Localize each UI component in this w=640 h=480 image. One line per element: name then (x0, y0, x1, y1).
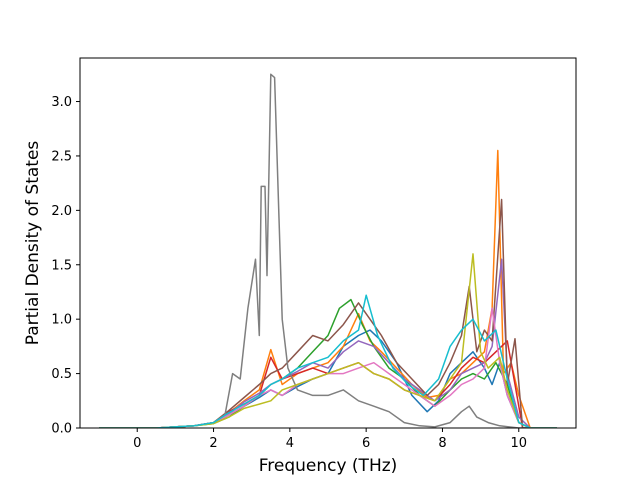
y-tick-label: 2.5 (51, 149, 72, 164)
y-tick-label: 1.0 (51, 313, 72, 328)
y-tick-label: 0.0 (51, 422, 72, 437)
y-tick-label: 0.5 (51, 367, 72, 382)
series-line-10 (99, 294, 557, 428)
x-axis: 0 2 4 6 8 10 (133, 428, 527, 451)
y-axis-label: Partial Density of States (23, 141, 43, 346)
x-tick-label: 2 (209, 436, 217, 451)
x-tick-label: 10 (510, 436, 527, 451)
y-tick-label: 2.0 (51, 204, 72, 219)
series-line-7 (99, 307, 557, 428)
series-line-5 (99, 258, 557, 428)
series-layer (99, 73, 557, 428)
x-tick-label: 6 (362, 436, 370, 451)
y-tick-label: 3.0 (51, 95, 72, 110)
x-tick-label: 0 (133, 436, 141, 451)
series-line-6 (99, 198, 557, 428)
series-line-2 (99, 149, 557, 428)
plot-frame (79, 57, 577, 429)
x-tick-label: 8 (438, 436, 446, 451)
y-tick-label: 1.5 (51, 258, 72, 273)
series-line-8 (99, 73, 557, 428)
y-axis: 0.0 0.5 1.0 1.5 2.0 2.5 3.0 (51, 95, 80, 437)
series-line-9 (99, 253, 557, 428)
x-axis-label: Frequency (THz) (259, 456, 398, 476)
x-tick-label: 4 (286, 436, 294, 451)
